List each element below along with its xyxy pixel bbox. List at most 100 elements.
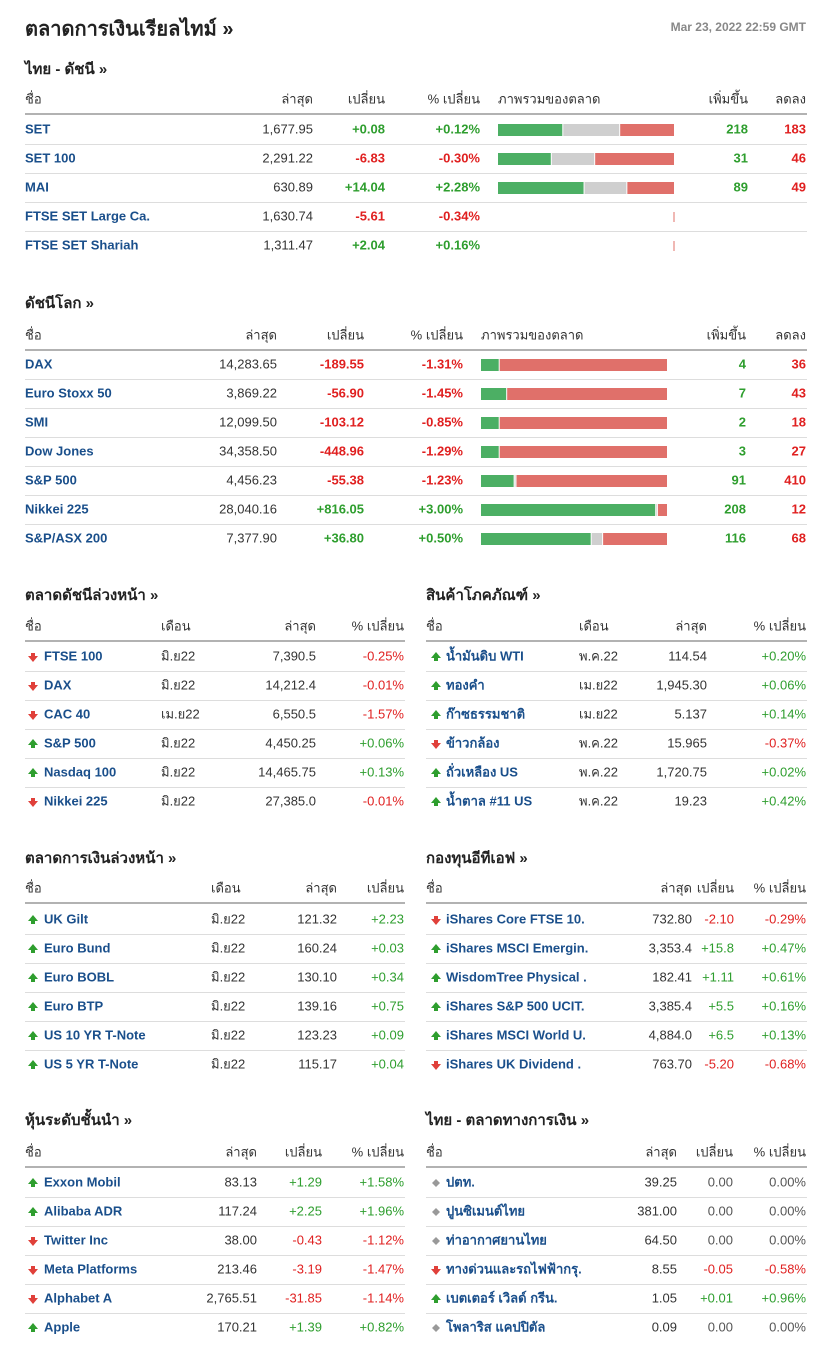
row-name[interactable]: ปูนซิเมนต์ไทย — [446, 1202, 525, 1219]
cell: -0.58% — [765, 1261, 807, 1276]
breadth-bar — [499, 417, 667, 429]
section-title[interactable]: ไทย - ดัชนี » — [23, 59, 107, 78]
section-title[interactable]: ดัชนีโลก » — [25, 293, 94, 312]
page-title[interactable]: ตลาดการเงินเรียลไทม์ » — [25, 16, 233, 40]
row-name[interactable]: FTSE SET Large Ca. — [25, 208, 150, 223]
cell: -56.90 — [327, 385, 364, 400]
row-name[interactable]: S&P/ASX 200 — [25, 530, 107, 545]
row-name[interactable]: Dow Jones — [25, 443, 94, 458]
cell: +0.08 — [352, 121, 385, 136]
cell: เม.ย22 — [579, 706, 618, 721]
row-name[interactable]: DAX — [44, 677, 72, 692]
section-title[interactable]: ตลาดการเงินล่วงหน้า » — [25, 849, 176, 867]
cell: -0.37% — [765, 735, 807, 750]
row-name[interactable]: S&P 500 — [25, 472, 77, 487]
row-name[interactable]: CAC 40 — [44, 706, 90, 721]
row-name[interactable]: ข้าวกล้อง — [446, 735, 499, 750]
breadth-bar — [563, 124, 620, 136]
row-name[interactable]: SET — [25, 121, 50, 136]
row-name[interactable]: Twitter Inc — [44, 1232, 108, 1247]
cell: 0.00 — [708, 1174, 733, 1189]
trend-icon — [28, 915, 38, 924]
section-title[interactable]: สินค้าโภคภัณฑ์ » — [426, 585, 541, 604]
cell: มิ.ย22 — [211, 1027, 245, 1042]
section-title[interactable]: หุ้นระดับชั้นนำ » — [25, 1108, 132, 1130]
column-header: ล่าสุด — [281, 91, 313, 107]
row-name[interactable]: iShares S&P 500 UCIT. — [446, 998, 585, 1013]
row-name[interactable]: US 10 YR T-Note — [44, 1027, 146, 1042]
row-name[interactable]: S&P 500 — [44, 735, 96, 750]
row-name[interactable]: Alphabet A — [44, 1290, 113, 1305]
row-name[interactable]: iShares MSCI World U. — [446, 1027, 586, 1042]
decliners: 18 — [792, 414, 806, 429]
cell: 1.05 — [652, 1290, 677, 1305]
advancers: 91 — [732, 472, 746, 487]
row-name[interactable]: WisdomTree Physical . — [446, 969, 587, 984]
row-name[interactable]: DAX — [25, 356, 53, 371]
row-name[interactable]: SMI — [25, 414, 48, 429]
trend-icon — [28, 1207, 38, 1216]
cell: -55.38 — [327, 472, 364, 487]
breadth-bar — [507, 388, 667, 400]
row-name[interactable]: iShares Core FTSE 10. — [446, 911, 585, 926]
row-name[interactable]: Alibaba ADR — [44, 1203, 123, 1218]
cell: 0.00% — [769, 1203, 806, 1218]
trend-icon — [432, 1324, 440, 1332]
row-name[interactable]: iShares MSCI Emergin. — [446, 940, 588, 955]
trend-icon — [431, 973, 441, 982]
trend-icon — [432, 1179, 440, 1187]
row-name[interactable]: Nikkei 225 — [44, 793, 108, 808]
trend-icon — [28, 768, 38, 777]
row-name[interactable]: เบตเตอร์ เวิลด์ กรีน. — [446, 1290, 558, 1305]
column-header: ลดลง — [775, 327, 806, 342]
row-name[interactable]: Meta Platforms — [44, 1261, 137, 1276]
row-name[interactable]: US 5 YR T-Note — [44, 1056, 138, 1071]
row-name[interactable]: ปตท. — [446, 1174, 475, 1189]
cell: +0.75 — [371, 998, 404, 1013]
cell: +2.04 — [352, 237, 386, 252]
section-title[interactable]: กองทุนอีทีเอฟ » — [426, 850, 528, 868]
decliners: 410 — [784, 472, 806, 487]
cell: +1.96% — [360, 1203, 405, 1218]
breadth-bar — [481, 446, 499, 458]
row-name[interactable]: Exxon Mobil — [44, 1174, 121, 1189]
trend-icon — [28, 1060, 38, 1069]
section-title[interactable]: ตลาดดัชนีล่วงหน้า » — [25, 587, 158, 604]
row-name[interactable]: โพลาริส แคปปิตัล — [445, 1318, 545, 1334]
advancers: 3 — [739, 443, 746, 458]
cell: -0.30% — [439, 150, 481, 165]
trend-icon — [431, 1002, 441, 1011]
row-name[interactable]: Euro BOBL — [44, 969, 114, 984]
row-name[interactable]: ก๊าซธรรมชาติ — [446, 706, 525, 721]
cell: 2,291.22 — [262, 150, 313, 165]
column-header: ล่าสุด — [284, 618, 316, 634]
row-name[interactable]: Euro BTP — [44, 998, 104, 1013]
row-name[interactable]: iShares UK Dividend . — [446, 1056, 581, 1071]
cell: 0.00% — [769, 1319, 806, 1334]
cell: พ.ค.22 — [579, 793, 618, 808]
section-title[interactable]: ไทย - ตลาดทางการเงิน » — [424, 1110, 589, 1129]
row-name[interactable]: ถั่วเหลือง US — [446, 762, 518, 779]
row-name[interactable]: UK Gilt — [44, 911, 89, 926]
row-name[interactable]: Euro Bund — [44, 940, 110, 955]
row-name[interactable]: ทางด่วนและรถไฟฟ้ากรุ. — [446, 1260, 582, 1277]
row-name[interactable]: MAI — [25, 179, 49, 194]
row-name[interactable]: Nikkei 225 — [25, 501, 89, 516]
row-name[interactable]: ท่าอากาศยานไทย — [446, 1231, 547, 1247]
row-name[interactable]: Nasdaq 100 — [44, 764, 116, 779]
column-header: ชื่อ — [25, 617, 42, 633]
column-header: ล่าสุด — [675, 618, 707, 634]
row-name[interactable]: FTSE SET Shariah — [25, 237, 138, 252]
row-name[interactable]: น้ำตาล #11 US — [446, 790, 532, 808]
row-name[interactable]: SET 100 — [25, 150, 76, 165]
cell: 19.23 — [674, 793, 707, 808]
row-name[interactable]: น้ำมันดิบ WTI — [446, 645, 524, 663]
cell: +0.06% — [762, 677, 807, 692]
cell: 0.09 — [652, 1319, 677, 1334]
cell: 1,720.75 — [656, 764, 707, 779]
column-header: เดือน — [161, 618, 191, 633]
row-name[interactable]: FTSE 100 — [44, 648, 103, 663]
row-name[interactable]: Euro Stoxx 50 — [25, 385, 112, 400]
row-name[interactable]: Apple — [44, 1319, 80, 1334]
row-name[interactable]: ทองคำ — [446, 677, 485, 692]
